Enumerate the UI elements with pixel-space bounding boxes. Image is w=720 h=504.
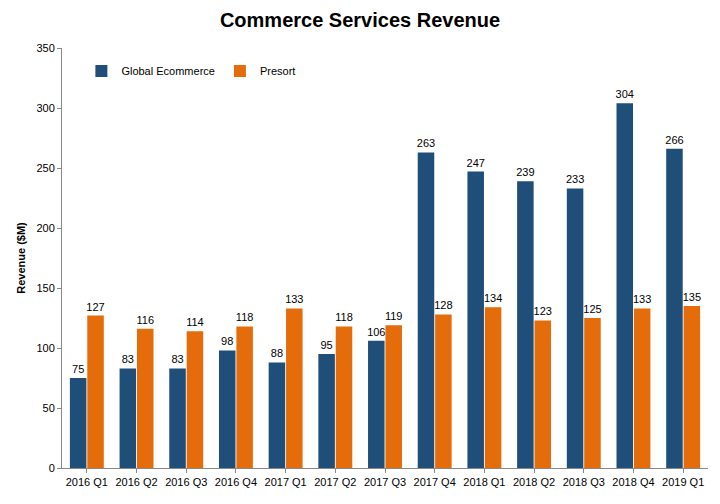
svg-text:2016 Q1: 2016 Q1 (66, 476, 108, 488)
svg-text:98: 98 (221, 335, 233, 347)
svg-text:100: 100 (36, 342, 54, 354)
svg-text:133: 133 (285, 293, 303, 305)
svg-text:2017 Q3: 2017 Q3 (364, 476, 406, 488)
svg-text:200: 200 (36, 222, 54, 234)
svg-text:118: 118 (335, 311, 353, 323)
svg-text:2018 Q2: 2018 Q2 (513, 476, 555, 488)
svg-text:2018 Q1: 2018 Q1 (463, 476, 505, 488)
svg-text:239: 239 (516, 166, 534, 178)
svg-text:Commerce Services Revenue: Commerce Services Revenue (220, 9, 500, 31)
svg-text:247: 247 (467, 157, 485, 169)
svg-text:2017 Q2: 2017 Q2 (314, 476, 356, 488)
svg-text:0: 0 (49, 462, 55, 474)
svg-text:75: 75 (72, 363, 84, 375)
svg-text:2016 Q2: 2016 Q2 (115, 476, 157, 488)
svg-text:123: 123 (534, 305, 552, 317)
svg-text:118: 118 (236, 311, 254, 323)
svg-text:134: 134 (484, 292, 502, 304)
svg-text:83: 83 (122, 353, 134, 365)
svg-text:127: 127 (86, 301, 104, 313)
svg-text:304: 304 (616, 88, 634, 100)
svg-text:233: 233 (566, 173, 584, 185)
svg-text:2018 Q3: 2018 Q3 (563, 476, 605, 488)
svg-text:106: 106 (367, 326, 385, 338)
svg-text:83: 83 (171, 353, 183, 365)
svg-text:119: 119 (385, 310, 403, 322)
svg-text:50: 50 (43, 402, 55, 414)
svg-text:Revenue ($M): Revenue ($M) (15, 222, 27, 294)
svg-text:116: 116 (136, 314, 154, 326)
svg-text:95: 95 (320, 339, 332, 351)
svg-text:2018 Q4: 2018 Q4 (612, 476, 654, 488)
svg-text:125: 125 (583, 303, 601, 315)
svg-text:266: 266 (665, 134, 683, 146)
svg-text:263: 263 (417, 137, 435, 149)
svg-text:114: 114 (186, 316, 204, 328)
svg-text:2017 Q4: 2017 Q4 (414, 476, 456, 488)
svg-text:Global Ecommerce: Global Ecommerce (121, 65, 215, 77)
svg-text:Presort: Presort (260, 65, 295, 77)
svg-text:128: 128 (434, 299, 452, 311)
svg-text:300: 300 (36, 102, 54, 114)
svg-text:88: 88 (271, 347, 283, 359)
svg-text:350: 350 (36, 42, 54, 54)
svg-text:250: 250 (36, 162, 54, 174)
svg-text:150: 150 (36, 282, 54, 294)
svg-text:133: 133 (633, 293, 651, 305)
svg-text:2016 Q4: 2016 Q4 (215, 476, 257, 488)
svg-text:135: 135 (683, 291, 701, 303)
svg-text:2017 Q1: 2017 Q1 (265, 476, 307, 488)
svg-text:2016 Q3: 2016 Q3 (165, 476, 207, 488)
svg-text:2019 Q1: 2019 Q1 (662, 476, 704, 488)
